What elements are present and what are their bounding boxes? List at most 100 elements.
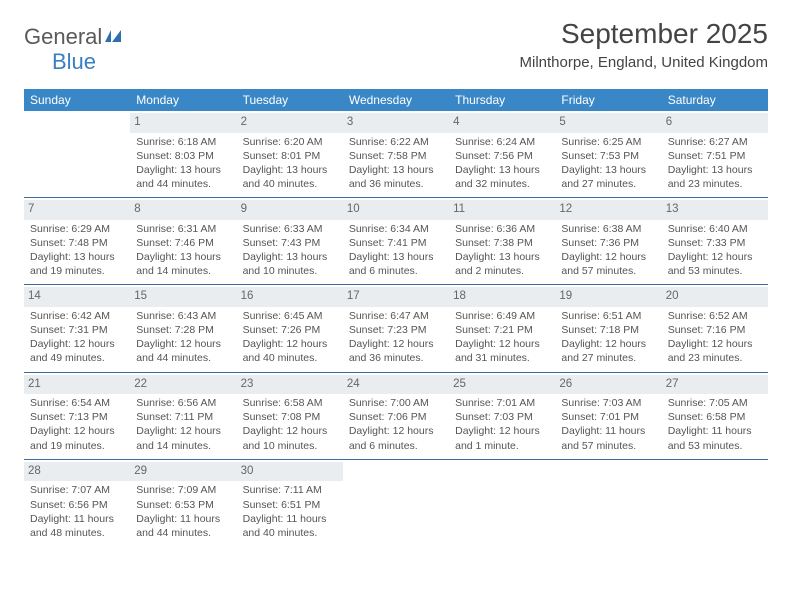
day-header: Thursday bbox=[449, 89, 555, 111]
day-info-line: Sunset: 6:51 PM bbox=[243, 498, 337, 512]
day-info-line: Sunset: 7:41 PM bbox=[349, 236, 443, 250]
day-info-line: Daylight: 12 hours and 31 minutes. bbox=[455, 337, 549, 365]
day-info-line: Daylight: 13 hours and 44 minutes. bbox=[136, 163, 230, 191]
logo-text-2: Blue bbox=[52, 49, 96, 74]
day-cell: 14Sunrise: 6:42 AMSunset: 7:31 PMDayligh… bbox=[24, 285, 130, 372]
day-info-line: Daylight: 11 hours and 53 minutes. bbox=[668, 424, 762, 452]
day-info-line: Sunrise: 6:18 AM bbox=[136, 135, 230, 149]
day-info-line: Sunset: 7:28 PM bbox=[136, 323, 230, 337]
day-info-line: Sunrise: 6:29 AM bbox=[30, 222, 124, 236]
day-info-line: Sunrise: 6:54 AM bbox=[30, 396, 124, 410]
day-info-line: Daylight: 12 hours and 57 minutes. bbox=[561, 250, 655, 278]
day-cell: 10Sunrise: 6:34 AMSunset: 7:41 PMDayligh… bbox=[343, 198, 449, 285]
day-cell: 17Sunrise: 6:47 AMSunset: 7:23 PMDayligh… bbox=[343, 285, 449, 372]
day-cell: 25Sunrise: 7:01 AMSunset: 7:03 PMDayligh… bbox=[449, 372, 555, 459]
day-info-line: Sunset: 7:46 PM bbox=[136, 236, 230, 250]
day-info-line: Daylight: 12 hours and 49 minutes. bbox=[30, 337, 124, 365]
month-title: September 2025 bbox=[520, 18, 768, 50]
day-number: 2 bbox=[237, 113, 343, 133]
day-number: 21 bbox=[24, 375, 130, 395]
day-info-line: Sunrise: 6:45 AM bbox=[243, 309, 337, 323]
day-info-line: Sunrise: 6:22 AM bbox=[349, 135, 443, 149]
day-info-line: Sunrise: 6:58 AM bbox=[243, 396, 337, 410]
day-info-line: Sunrise: 7:00 AM bbox=[349, 396, 443, 410]
day-header: Saturday bbox=[662, 89, 768, 111]
day-info-line: Sunset: 7:33 PM bbox=[668, 236, 762, 250]
day-info-line: Daylight: 12 hours and 27 minutes. bbox=[561, 337, 655, 365]
day-info-line: Sunset: 7:58 PM bbox=[349, 149, 443, 163]
day-info-line: Sunset: 7:08 PM bbox=[243, 410, 337, 424]
day-number: 3 bbox=[343, 113, 449, 133]
day-header: Monday bbox=[130, 89, 236, 111]
day-info-line: Sunrise: 6:52 AM bbox=[668, 309, 762, 323]
day-number: 15 bbox=[130, 287, 236, 307]
day-number: 23 bbox=[237, 375, 343, 395]
day-info-line: Sunrise: 6:31 AM bbox=[136, 222, 230, 236]
day-number: 30 bbox=[237, 462, 343, 482]
day-info-line: Sunrise: 6:38 AM bbox=[561, 222, 655, 236]
day-info-line: Daylight: 12 hours and 14 minutes. bbox=[136, 424, 230, 452]
day-info-line: Sunrise: 6:27 AM bbox=[668, 135, 762, 149]
day-info-line: Daylight: 13 hours and 40 minutes. bbox=[243, 163, 337, 191]
day-cell: 2Sunrise: 6:20 AMSunset: 8:01 PMDaylight… bbox=[237, 111, 343, 198]
day-info-line: Sunrise: 7:01 AM bbox=[455, 396, 549, 410]
day-info-line: Daylight: 13 hours and 36 minutes. bbox=[349, 163, 443, 191]
day-cell: 18Sunrise: 6:49 AMSunset: 7:21 PMDayligh… bbox=[449, 285, 555, 372]
day-number: 9 bbox=[237, 200, 343, 220]
day-info-line: Sunset: 7:06 PM bbox=[349, 410, 443, 424]
day-info-line: Sunrise: 7:09 AM bbox=[136, 483, 230, 497]
day-info-line: Daylight: 12 hours and 44 minutes. bbox=[136, 337, 230, 365]
day-number: 26 bbox=[555, 375, 661, 395]
day-number: 22 bbox=[130, 375, 236, 395]
day-info-line: Sunset: 7:31 PM bbox=[30, 323, 124, 337]
day-info-line: Sunrise: 6:43 AM bbox=[136, 309, 230, 323]
day-number: 11 bbox=[449, 200, 555, 220]
day-number: 24 bbox=[343, 375, 449, 395]
day-info-line: Daylight: 11 hours and 44 minutes. bbox=[136, 512, 230, 540]
day-cell: 11Sunrise: 6:36 AMSunset: 7:38 PMDayligh… bbox=[449, 198, 555, 285]
day-cell: 26Sunrise: 7:03 AMSunset: 7:01 PMDayligh… bbox=[555, 372, 661, 459]
day-info-line: Sunset: 7:43 PM bbox=[243, 236, 337, 250]
day-number bbox=[343, 462, 449, 482]
day-cell: 19Sunrise: 6:51 AMSunset: 7:18 PMDayligh… bbox=[555, 285, 661, 372]
day-info-line: Sunset: 7:53 PM bbox=[561, 149, 655, 163]
day-info-line: Sunrise: 6:49 AM bbox=[455, 309, 549, 323]
day-cell bbox=[343, 459, 449, 546]
day-number: 4 bbox=[449, 113, 555, 133]
day-info-line: Daylight: 11 hours and 40 minutes. bbox=[243, 512, 337, 540]
day-number: 25 bbox=[449, 375, 555, 395]
day-number: 29 bbox=[130, 462, 236, 482]
day-number: 12 bbox=[555, 200, 661, 220]
day-cell bbox=[662, 459, 768, 546]
day-info-line: Sunset: 7:36 PM bbox=[561, 236, 655, 250]
day-cell: 13Sunrise: 6:40 AMSunset: 7:33 PMDayligh… bbox=[662, 198, 768, 285]
day-cell: 15 Sunrise: 6:43 AMSunset: 7:28 PMDayligh… bbox=[130, 285, 236, 372]
day-number bbox=[662, 462, 768, 482]
day-info-line: Sunset: 7:21 PM bbox=[455, 323, 549, 337]
day-cell: 30Sunrise: 7:11 AMSunset: 6:51 PMDayligh… bbox=[237, 459, 343, 546]
week-row: 7Sunrise: 6:29 AMSunset: 7:48 PMDaylight… bbox=[24, 198, 768, 285]
day-number bbox=[449, 462, 555, 482]
day-cell: 20Sunrise: 6:52 AMSunset: 7:16 PMDayligh… bbox=[662, 285, 768, 372]
day-info-line: Sunrise: 6:24 AM bbox=[455, 135, 549, 149]
day-info-line: Daylight: 12 hours and 36 minutes. bbox=[349, 337, 443, 365]
day-info-line: Sunrise: 6:47 AM bbox=[349, 309, 443, 323]
day-number: 17 bbox=[343, 287, 449, 307]
day-info-line: Daylight: 13 hours and 27 minutes. bbox=[561, 163, 655, 191]
day-info-line: Daylight: 13 hours and 23 minutes. bbox=[668, 163, 762, 191]
day-cell: 28Sunrise: 7:07 AMSunset: 6:56 PMDayligh… bbox=[24, 459, 130, 546]
day-cell: 16Sunrise: 6:45 AMSunset: 7:26 PMDayligh… bbox=[237, 285, 343, 372]
day-cell: 21Sunrise: 6:54 AMSunset: 7:13 PMDayligh… bbox=[24, 372, 130, 459]
day-info-line: Sunrise: 6:40 AM bbox=[668, 222, 762, 236]
day-info-line: Sunrise: 6:25 AM bbox=[561, 135, 655, 149]
logo-flag-icon bbox=[105, 24, 127, 50]
day-info-line: Daylight: 11 hours and 48 minutes. bbox=[30, 512, 124, 540]
day-info-line: Sunset: 7:01 PM bbox=[561, 410, 655, 424]
week-row: 1Sunrise: 6:18 AMSunset: 8:03 PMDaylight… bbox=[24, 111, 768, 198]
day-info-line: Sunset: 7:03 PM bbox=[455, 410, 549, 424]
day-cell: 1Sunrise: 6:18 AMSunset: 8:03 PMDaylight… bbox=[130, 111, 236, 198]
day-header: Wednesday bbox=[343, 89, 449, 111]
location-label: Milnthorpe, England, United Kingdom bbox=[520, 54, 768, 71]
day-info-line: Sunset: 7:13 PM bbox=[30, 410, 124, 424]
day-header: Friday bbox=[555, 89, 661, 111]
